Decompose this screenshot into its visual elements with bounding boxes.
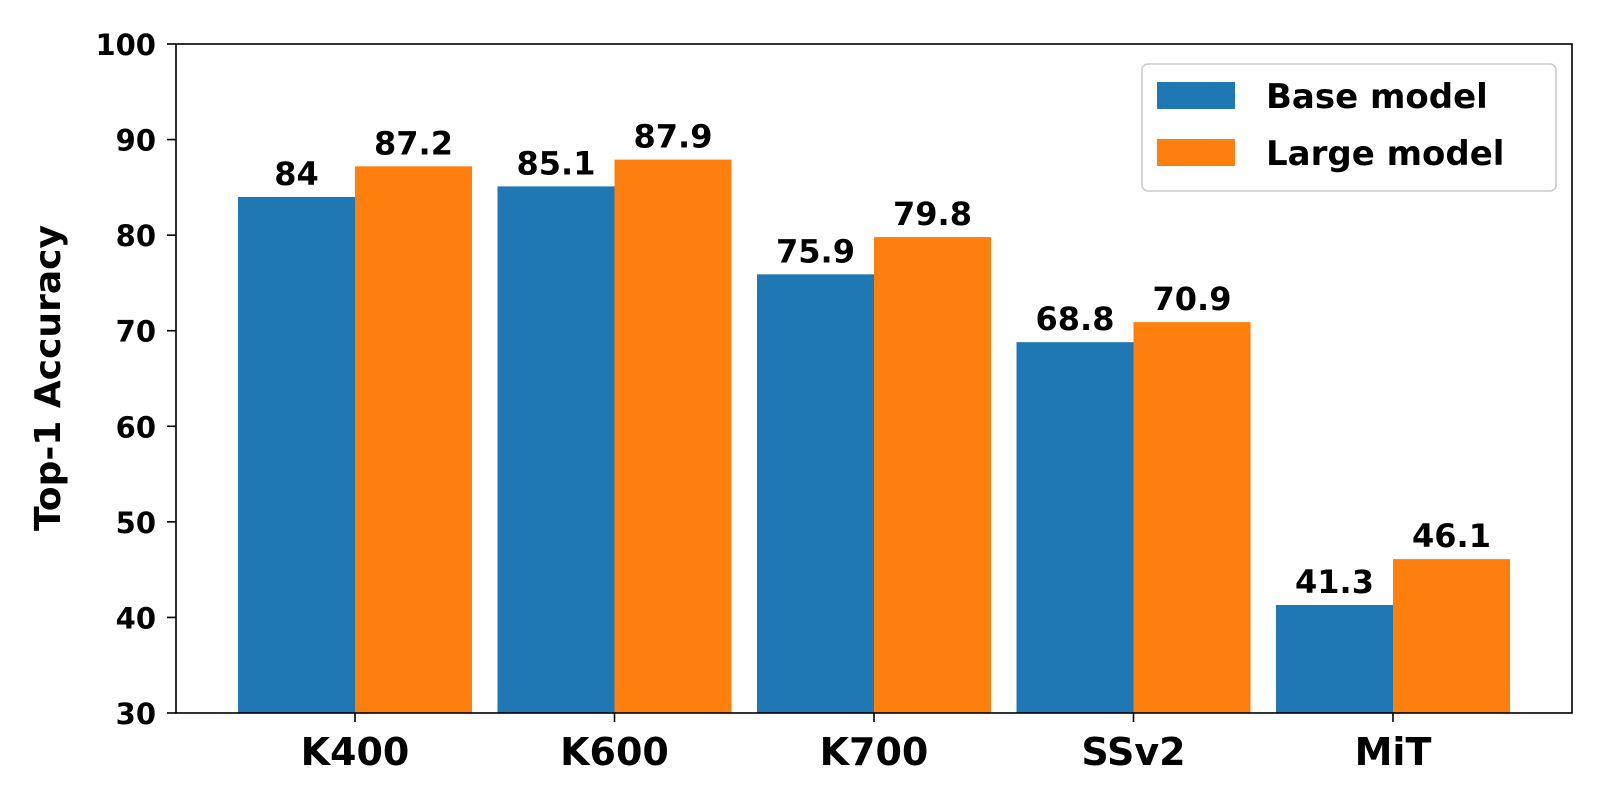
x-tick-label-k600: K600 (560, 730, 669, 774)
y-axis-label: Top-1 Accuracy (28, 225, 69, 531)
bar-large-k400 (355, 166, 472, 713)
data-labels-layer: 84 87.2 85.1 87.9 75.9 79.8 68.8 70.9 41.3 46.1 (274, 118, 1491, 601)
data-label-large-k600: 87.9 (634, 118, 713, 156)
bar-large-k600 (614, 159, 732, 714)
x-tick-label-k400: K400 (301, 730, 410, 774)
y-tick-label: 80 (116, 219, 156, 253)
bar-base-ssv2 (1016, 342, 1134, 713)
bar-base-mit (1276, 605, 1393, 713)
bar-large-ssv2 (1133, 322, 1251, 713)
legend-box (1141, 63, 1557, 192)
data-label-base-k600: 85.1 (517, 144, 596, 182)
x-tick-label-ssv2: SSv2 (1081, 730, 1185, 774)
y-tick-label: 100 (95, 28, 156, 62)
y-axis: 30 40 50 60 70 80 90 100 (95, 28, 176, 731)
data-label-base-k400: 84 (274, 155, 319, 193)
legend-swatch-base (1157, 82, 1235, 109)
bar-base-k600 (497, 186, 615, 713)
data-label-large-k700: 79.8 (893, 195, 972, 233)
y-tick-label: 70 (116, 315, 156, 349)
legend-label-large: Large model (1266, 134, 1504, 174)
legend-swatch-large (1157, 139, 1235, 166)
bar-large-mit (1393, 559, 1510, 713)
data-label-large-mit: 46.1 (1412, 517, 1491, 555)
bar-large-k700 (874, 237, 991, 713)
bar-base-k700 (757, 274, 874, 713)
y-tick-label: 40 (116, 601, 156, 635)
y-tick-label: 30 (116, 697, 156, 731)
data-label-base-k700: 75.9 (776, 232, 855, 270)
y-tick-label: 60 (116, 410, 156, 444)
x-tick-label-k700: K700 (820, 730, 929, 774)
data-label-base-ssv2: 68.8 (1036, 300, 1115, 338)
data-label-large-ssv2: 70.9 (1153, 280, 1232, 318)
data-label-large-k400: 87.2 (374, 124, 453, 162)
bars-layer (238, 159, 1510, 714)
y-tick-label: 90 (116, 124, 156, 158)
data-label-base-mit: 41.3 (1295, 563, 1374, 601)
x-axis: K400 K600 K700 SSv2 MiT (301, 713, 1432, 774)
x-tick-label-mit: MiT (1355, 730, 1432, 774)
legend: Base model Large model (1141, 63, 1557, 192)
bar-base-k400 (238, 196, 355, 713)
legend-label-base: Base model (1266, 77, 1488, 117)
y-tick-label: 50 (116, 506, 156, 540)
